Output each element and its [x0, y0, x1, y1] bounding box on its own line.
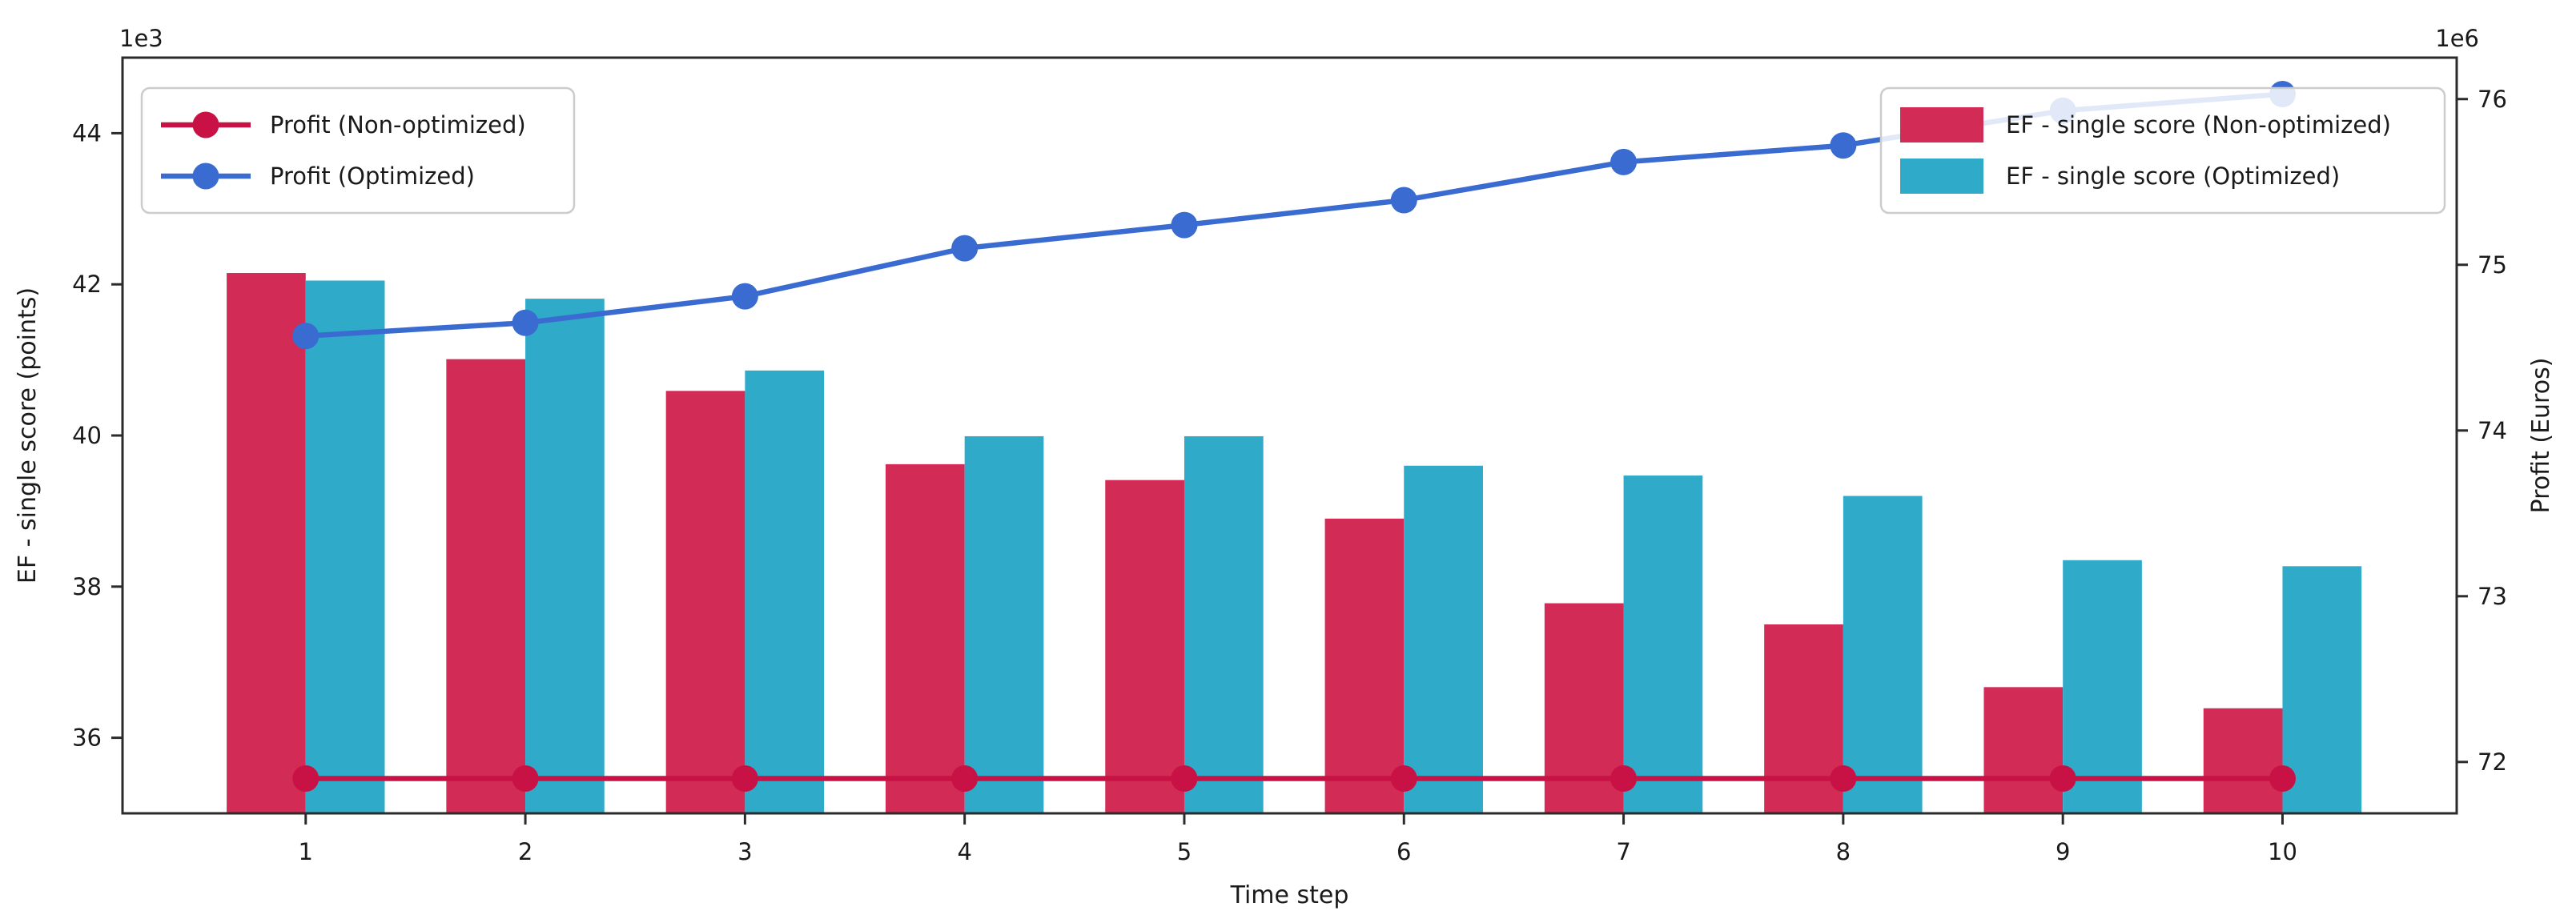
left-axis-label: EF - single score (points) — [14, 287, 42, 584]
x-tick-label-5: 5 — [1177, 838, 1192, 865]
profit-marker-optimized-8 — [1830, 132, 1857, 159]
x-tick-label-1: 1 — [299, 838, 313, 865]
profit-marker-optimized-6 — [1390, 187, 1417, 214]
bar-ef-optimized-5 — [1184, 435, 1264, 813]
legend-bars-box — [1879, 86, 2446, 215]
profit-marker-optimized-3 — [731, 283, 758, 310]
x-tick-label-6: 6 — [1397, 838, 1411, 865]
x-tick-label-8: 8 — [1836, 838, 1851, 865]
bar-ef-optimized-3 — [745, 370, 825, 813]
profit-marker-nonoptimized-9 — [2049, 765, 2076, 793]
right-tick-label-73: 73 — [2478, 583, 2507, 610]
x-tick-label-10: 10 — [2268, 838, 2297, 865]
bar-ef-nonoptimized-4 — [885, 464, 965, 813]
profit-marker-optimized-7 — [1610, 148, 1638, 175]
left-offset-text: 1e3 — [119, 25, 163, 52]
x-tick-label-3: 3 — [737, 838, 752, 865]
bar-ef-optimized-7 — [1623, 476, 1703, 813]
bar-ef-nonoptimized-3 — [665, 391, 745, 814]
x-tick-label-9: 9 — [2056, 838, 2070, 865]
legend-bar-patch-0 — [1900, 107, 1983, 142]
right-offset-text: 1e6 — [2435, 25, 2479, 52]
left-tick-label-36: 36 — [72, 724, 102, 752]
left-tick-label-38: 38 — [72, 573, 102, 600]
bar-ef-optimized-4 — [964, 435, 1044, 813]
bar-ef-optimized-8 — [1843, 496, 1923, 813]
left-tick-label-42: 42 — [72, 271, 102, 298]
x-tick-label-7: 7 — [1616, 838, 1630, 865]
bar-ef-optimized-6 — [1404, 465, 1483, 813]
legend-bar-label-1: EF - single score (Optimized) — [2006, 163, 2340, 190]
bar-ef-nonoptimized-1 — [227, 273, 306, 813]
left-tick-label-40: 40 — [72, 422, 102, 449]
bar-ef-optimized-10 — [2282, 566, 2362, 813]
legend-bar-patch-1 — [1900, 159, 1983, 194]
bar-ef-optimized-1 — [305, 280, 385, 814]
profit-marker-nonoptimized-3 — [731, 765, 758, 793]
legend-line-marker-1 — [192, 163, 219, 190]
right-tick-label-76: 76 — [2478, 86, 2507, 113]
profit-marker-nonoptimized-1 — [292, 765, 319, 793]
legend-line-marker-0 — [192, 111, 219, 138]
profit-marker-nonoptimized-7 — [1610, 765, 1638, 793]
right-axis-label: Profit (Euros) — [2527, 358, 2555, 514]
profit-marker-optimized-1 — [292, 323, 319, 350]
profit-marker-nonoptimized-6 — [1390, 765, 1417, 793]
bar-ef-nonoptimized-9 — [1983, 687, 2064, 813]
x-tick-label-2: 2 — [518, 838, 532, 865]
bar-ef-nonoptimized-5 — [1105, 480, 1184, 813]
right-tick-label-72: 72 — [2478, 748, 2507, 776]
profit-marker-nonoptimized-2 — [512, 765, 539, 793]
profit-marker-nonoptimized-8 — [1830, 765, 1857, 793]
bar-ef-optimized-9 — [2063, 560, 2142, 813]
profit-marker-optimized-5 — [1171, 211, 1198, 239]
bar-ef-nonoptimized-6 — [1324, 518, 1405, 813]
legend-line-label-0: Profit (Non-optimized) — [270, 111, 526, 138]
legend-line-label-1: Profit (Optimized) — [270, 163, 475, 190]
left-tick-label-44: 44 — [72, 119, 102, 146]
right-tick-label-75: 75 — [2478, 251, 2507, 279]
bar-ef-nonoptimized-10 — [2203, 708, 2283, 813]
profit-marker-nonoptimized-10 — [2269, 765, 2296, 793]
x-axis-label: Time step — [1230, 881, 1349, 909]
profit-marker-nonoptimized-4 — [951, 765, 979, 793]
legend-bar-label-0: EF - single score (Non-optimized) — [2006, 111, 2391, 138]
profit-marker-nonoptimized-5 — [1171, 765, 1198, 793]
profit-marker-optimized-4 — [951, 235, 979, 262]
x-tick-label-4: 4 — [957, 838, 971, 865]
bar-ef-optimized-2 — [525, 299, 605, 813]
profit-marker-optimized-2 — [512, 309, 539, 336]
legend-lines-box — [140, 86, 576, 215]
bar-ef-nonoptimized-2 — [446, 359, 526, 813]
bar-ef-nonoptimized-8 — [1764, 624, 1843, 813]
right-tick-label-74: 74 — [2478, 417, 2507, 444]
